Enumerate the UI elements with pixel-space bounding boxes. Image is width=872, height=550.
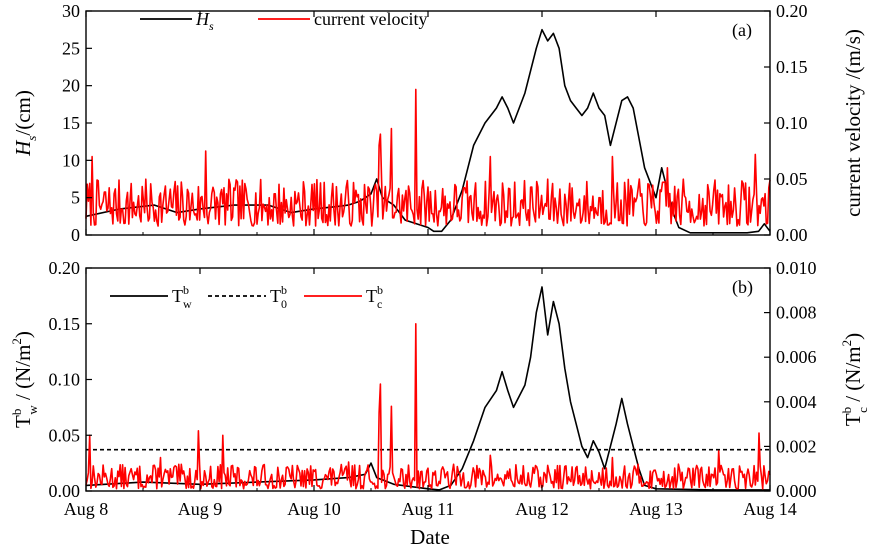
y-right-tick-label: 0.15 (776, 57, 808, 77)
x-tick-label: Aug 9 (178, 499, 223, 519)
legend-label: current velocity (314, 9, 427, 29)
y-left-tick-label: 20 (62, 76, 80, 96)
series-line-right-1 (85, 88, 771, 227)
panel-b-bed-shear-stress: Aug 8 Aug 9 Aug 10 Aug 11 Aug 12 Aug 13 Aug 14… (9, 258, 870, 519)
x-tick-label: Aug 13 (629, 499, 683, 519)
x-tick-label: Aug 10 (287, 499, 341, 519)
legend-label: Hs (195, 9, 214, 33)
y-right-tick-label: 0.008 (776, 303, 817, 323)
legend-label: Tb w (172, 283, 192, 311)
y-left-axis-label: Tbw / (N/m2) (9, 331, 40, 428)
x-tick-label: Aug 8 (64, 499, 109, 519)
y-left-tick-label: 0.20 (49, 258, 81, 278)
x-tick-label: Aug 11 (402, 499, 455, 519)
panel-a-current-velocity-and-hs: 0 5 10 15 20 25 30 0.00 0.05 0.10 0.15 0.20 (a) Hs/(c… (11, 1, 865, 245)
y-right-tick-label: 0.004 (776, 392, 817, 412)
series-line-right-2 (85, 323, 771, 490)
x-tick-label: Aug 12 (515, 499, 569, 519)
y-left-tick-label: 30 (62, 1, 80, 21)
panel-label: (b) (732, 277, 753, 298)
y-left-tick-label: 10 (62, 150, 80, 170)
panel-label: (a) (732, 20, 752, 41)
y-right-tick-label: 0.10 (776, 113, 808, 133)
y-left-tick-label: 0.05 (49, 425, 81, 445)
series-line-left-0 (85, 28, 771, 234)
legend: Tb w Tb 0 Tb c (110, 283, 383, 311)
y-right-tick-label: 0.000 (776, 481, 817, 501)
y-right-axis-label: current velocity /(m/s) (841, 29, 865, 217)
x-tick-label: Aug 14 (743, 499, 797, 519)
y-right-tick-label: 0.006 (776, 347, 817, 367)
y-left-tick-label: 0.10 (49, 370, 81, 390)
y-left-axis-label: Hs/(cm) (11, 90, 39, 157)
legend-label: Tb 0 (270, 283, 287, 311)
series-line-left-0 (85, 286, 770, 491)
y-left-tick-label: 5 (71, 188, 80, 208)
legend-label: Tb c (366, 283, 383, 311)
legend: Hs current velocity (140, 9, 427, 33)
y-right-tick-label: 0.010 (776, 258, 817, 278)
y-right-tick-label: 0.05 (776, 169, 808, 189)
y-right-tick-label: 0.20 (776, 1, 808, 21)
y-left-tick-label: 0 (71, 225, 80, 245)
y-left-tick-label: 0.15 (49, 314, 81, 334)
y-left-tick-label: 15 (62, 113, 80, 133)
y-left-tick-label: 0.00 (49, 481, 81, 501)
y-right-tick-label: 0.002 (776, 436, 817, 456)
y-right-axis-label: Tbc / (N/m2) (839, 333, 870, 426)
x-axis-label-date: Date (410, 525, 450, 549)
y-left-tick-label: 25 (62, 38, 80, 58)
y-right-tick-label: 0.00 (776, 225, 808, 245)
